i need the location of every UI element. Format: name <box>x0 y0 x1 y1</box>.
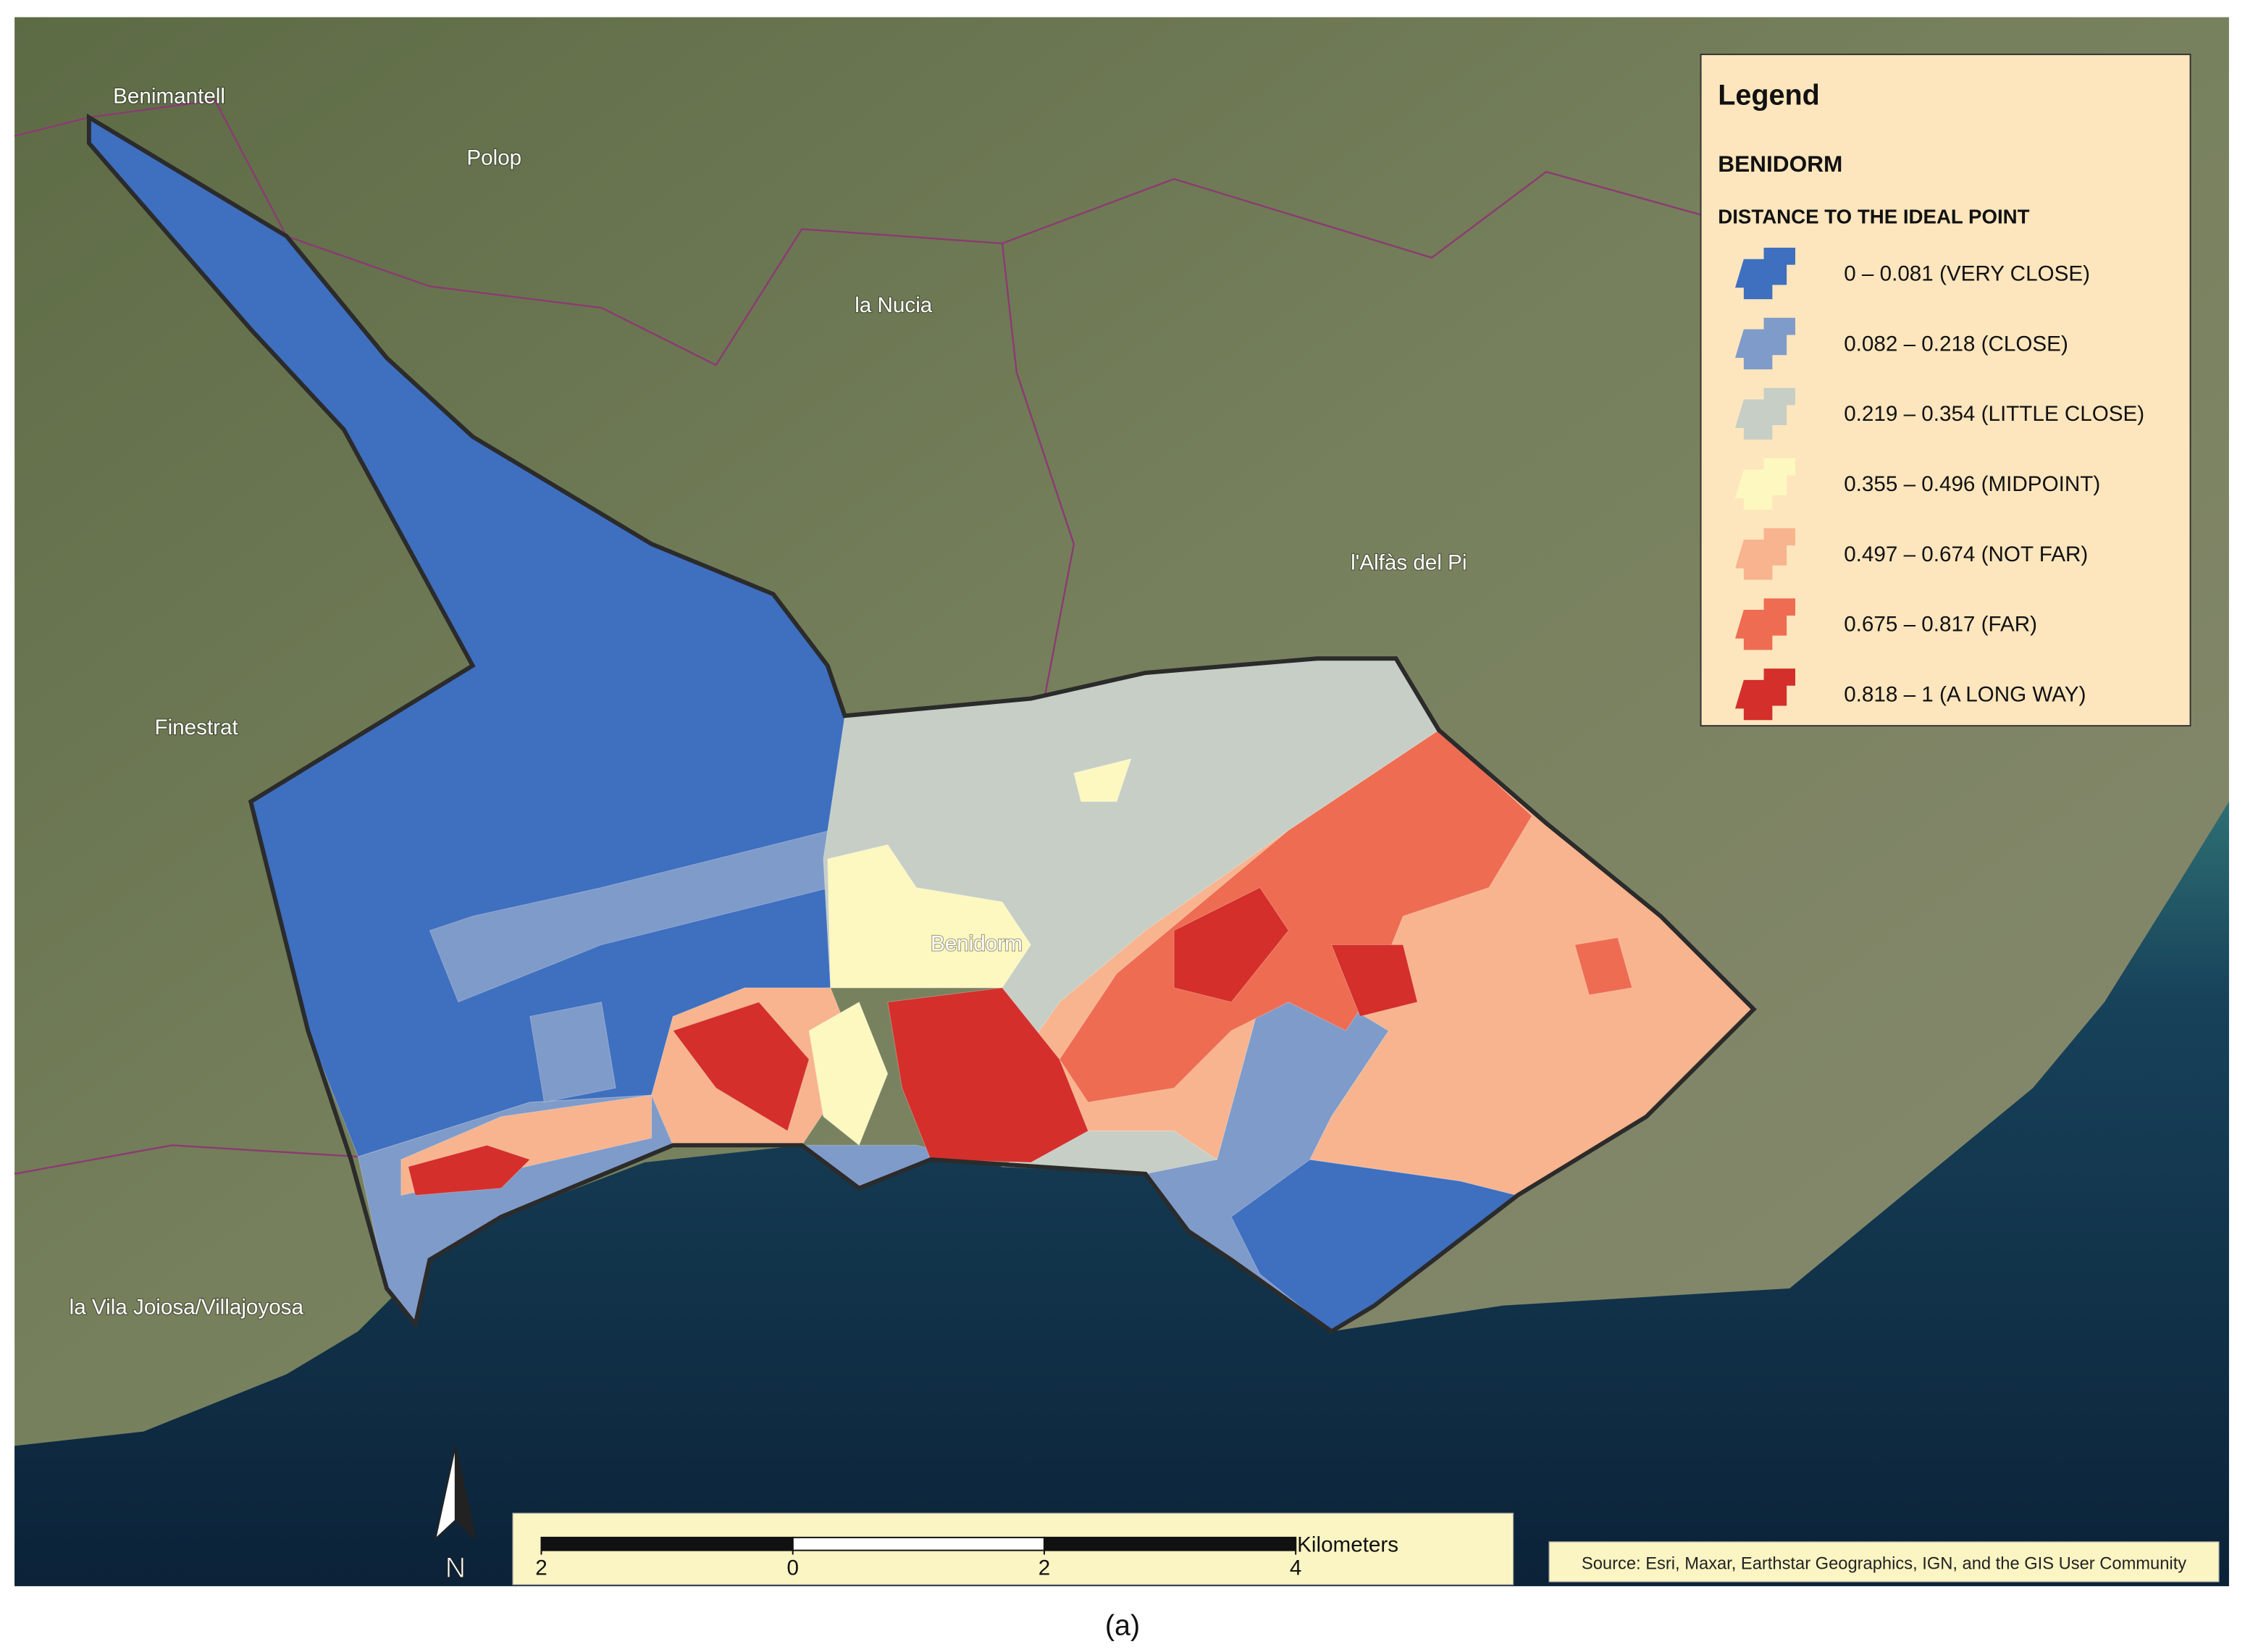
region <box>529 1002 616 1103</box>
legend-label: 0.497 – 0.674 (NOT FAR) <box>1844 542 2088 566</box>
place-labels: Benimantell Polop la Nucia l'Alfàs del Pi Fi… <box>68 83 1467 1320</box>
region <box>1073 758 1132 802</box>
region <box>1330 944 1418 1017</box>
place-label: la Nucia <box>855 293 933 317</box>
regions <box>88 117 1755 1332</box>
legend-label: 0.355 – 0.496 (MIDPOINT) <box>1844 472 2100 496</box>
source-text: Source: Esri, Maxar, Earthstar Geographi… <box>1582 1554 2186 1573</box>
region <box>887 987 1089 1163</box>
north-label: N <box>445 1552 466 1584</box>
place-label: l'Alfàs del Pi <box>1351 551 1466 575</box>
region <box>1059 729 1532 1103</box>
legend-swatch <box>1734 598 1796 650</box>
place-label: Polop <box>466 146 521 169</box>
scale-tick-label: 0 <box>786 1556 798 1580</box>
source-box <box>1548 1541 2220 1582</box>
legend-swatch <box>1734 528 1796 580</box>
scale-tick-label: 2 <box>535 1556 547 1580</box>
legend-heading: DISTANCE TO THE IDEAL POINT <box>1718 205 2029 227</box>
boundary-line <box>1001 243 1075 695</box>
scale-segment <box>792 1536 1045 1551</box>
legend-swatch <box>1734 387 1796 440</box>
north-arrow-right <box>454 1446 477 1541</box>
legend-swatch <box>1734 247 1796 300</box>
place-label: la Vila Joiosa/Villajoyosa <box>70 1296 304 1320</box>
legend-title: Legend <box>1718 79 1820 111</box>
legend-subtitle: BENIDORM <box>1718 151 1842 177</box>
legend-label: 0 – 0.081 (VERY CLOSE) <box>1844 261 2090 285</box>
region <box>408 1144 531 1196</box>
scale-segment <box>540 1536 794 1551</box>
boundary-line <box>14 1144 358 1175</box>
legend-label: 0.219 – 0.354 (LITTLE CLOSE) <box>1844 402 2144 426</box>
boundary-line <box>14 99 1701 366</box>
scale-bar: Kilometers 2 0 2 4 <box>512 1512 1514 1585</box>
municipality-boundary <box>86 113 1757 1334</box>
legend-swatch <box>1734 458 1796 510</box>
place-label: Benidorm <box>931 931 1023 955</box>
legend-label: 0.675 – 0.817 (FAR) <box>1844 613 2037 637</box>
region <box>672 1002 810 1132</box>
legend: Legend BENIDORM DISTANCE TO THE IDEAL PO… <box>1700 54 2191 727</box>
legend-label: 0.818 – 1 (A LONG WAY) <box>1844 683 2086 707</box>
place-label: Benimantell <box>113 84 225 108</box>
scale-segment <box>1043 1536 1297 1551</box>
region <box>1173 886 1289 1003</box>
legend-swatch <box>1734 317 1796 369</box>
region <box>827 844 1032 989</box>
scale-tick-label: 4 <box>1290 1556 1301 1580</box>
scale-unit: Kilometers <box>1297 1533 1398 1557</box>
region <box>1574 937 1633 996</box>
scale-tick-label: 2 <box>1038 1556 1050 1580</box>
caption: (a) <box>1105 1609 1140 1641</box>
legend-swatch <box>1734 668 1796 721</box>
region <box>808 1001 889 1146</box>
sea <box>14 801 2229 1587</box>
legend-label: 0.082 – 0.218 (CLOSE) <box>1844 332 2068 356</box>
north-arrow: N <box>434 1446 477 1585</box>
place-label: Finestrat <box>155 716 239 739</box>
